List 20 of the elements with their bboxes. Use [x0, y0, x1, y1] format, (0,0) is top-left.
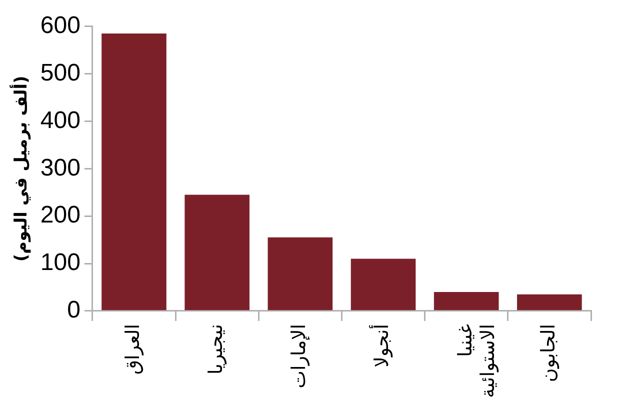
x-tick-label: العراق [122, 324, 144, 375]
x-tick-label: الجابون [537, 324, 560, 382]
y-tick-label: 600 [40, 12, 80, 40]
x-tick-label: نيجيريا [205, 324, 228, 375]
x-tick-label: غينيا الاستوائية [454, 324, 500, 398]
bar [184, 194, 250, 310]
y-tick-label: 100 [40, 249, 80, 276]
y-tick-label: 0 [67, 296, 80, 324]
bar [434, 292, 499, 310]
x-tick-label: أنجولا [369, 324, 394, 368]
bar [268, 237, 333, 310]
y-axis-title: (ألف برميل في اليوم) [10, 76, 32, 262]
y-tick-label: 300 [40, 154, 80, 182]
y-tick-label: 500 [40, 59, 80, 86]
y-tick-label: 400 [40, 106, 80, 134]
bar [350, 258, 416, 310]
x-tick-label: الإمارات [288, 324, 310, 388]
bar [517, 294, 582, 310]
bar [102, 34, 166, 310]
y-tick-label: 200 [40, 202, 80, 229]
